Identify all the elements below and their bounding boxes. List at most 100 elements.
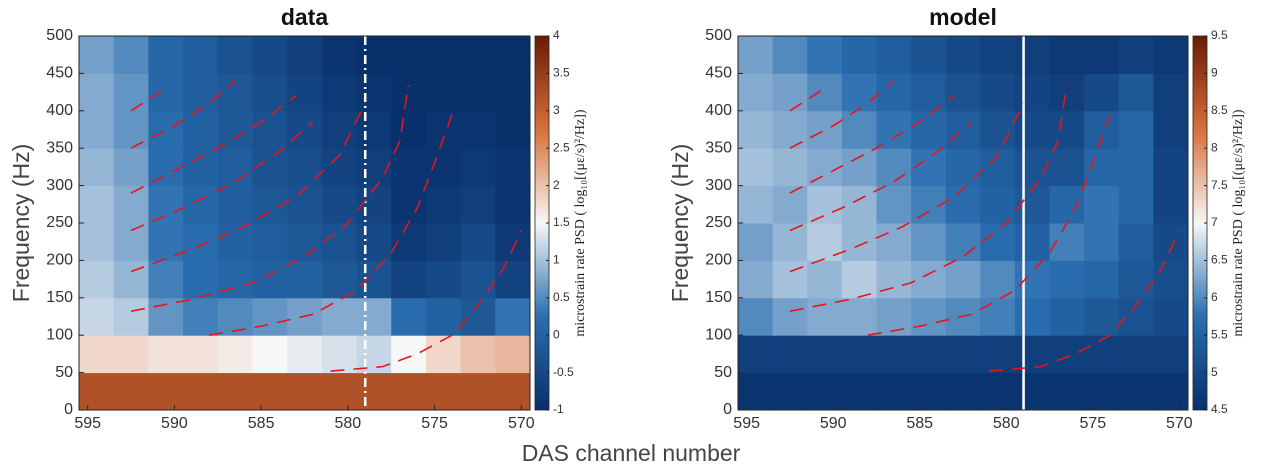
heatmap-cell xyxy=(1084,260,1120,299)
heatmap-cell xyxy=(460,148,496,187)
colorbar-tick-label: 9 xyxy=(1211,66,1218,80)
mode-curve xyxy=(789,102,1025,273)
heatmap-cell xyxy=(1084,148,1120,187)
heatmap-cell xyxy=(1153,148,1189,187)
heatmap-cell xyxy=(79,260,115,299)
heatmap-cell xyxy=(495,372,531,411)
heatmap-cell xyxy=(980,335,1016,374)
heatmap-cell xyxy=(1014,148,1051,187)
heatmap-cell xyxy=(1118,335,1154,374)
heatmap-cell xyxy=(1049,185,1085,224)
heatmap-cell xyxy=(356,372,392,411)
heatmap-cell xyxy=(321,260,358,299)
heatmap-cell xyxy=(841,148,877,187)
heatmap-cell xyxy=(807,36,843,74)
heatmap-cell xyxy=(495,73,531,112)
heatmap-cell xyxy=(183,223,219,261)
heatmap-cell xyxy=(1153,297,1189,336)
heatmap-cell xyxy=(425,297,462,336)
colorbar-tick-label: -0.5 xyxy=(553,365,574,379)
heatmap-cell xyxy=(876,73,912,112)
heatmap-cell xyxy=(79,73,115,112)
heatmap-cell xyxy=(1084,335,1120,374)
y-tick-label: 0 xyxy=(64,401,73,418)
mode-curve xyxy=(789,95,955,194)
y-tick-label: 200 xyxy=(46,252,73,269)
heatmap-cell xyxy=(183,148,219,187)
heatmap-cell xyxy=(807,73,843,112)
heatmap-cell xyxy=(356,36,392,74)
heatmap-cell xyxy=(1049,297,1085,336)
heatmap-cell xyxy=(807,297,843,336)
heatmap-cell xyxy=(460,73,496,112)
heatmap-cell xyxy=(495,335,531,374)
heatmap-cell xyxy=(807,223,843,261)
heatmap-cell xyxy=(460,335,496,374)
colorbar-tick-label: 8 xyxy=(1211,140,1218,154)
heatmap-cell xyxy=(79,223,115,261)
y-tick-label: 200 xyxy=(705,252,732,269)
heatmap-cell xyxy=(807,110,843,149)
heatmap-cell xyxy=(772,73,808,112)
y-tick-label: 500 xyxy=(46,27,73,44)
colorbar-tick-label: 2.5 xyxy=(553,140,570,154)
heatmap-cell xyxy=(1084,297,1120,336)
heatmap-cell xyxy=(945,185,981,224)
heatmap-cell xyxy=(911,297,947,336)
heatmap-cell xyxy=(356,297,392,336)
heatmap-cell xyxy=(460,110,496,149)
heatmap-cell xyxy=(391,297,427,336)
heatmap-cell xyxy=(911,335,947,374)
y-tick-label: 100 xyxy=(705,326,732,343)
mode-curve xyxy=(130,80,236,149)
heatmap-cell xyxy=(287,110,323,149)
colorbar-tick-label: 0 xyxy=(553,327,560,341)
heatmap-cell xyxy=(772,148,808,187)
heatmap-cell xyxy=(911,148,947,187)
heatmap-cell xyxy=(148,372,184,411)
heatmap-cell xyxy=(287,372,323,411)
heatmap-cell xyxy=(841,297,877,336)
heatmap-cell xyxy=(1118,148,1154,187)
heatmap-cell xyxy=(1014,36,1051,74)
x-axis-label: DAS channel number xyxy=(522,440,741,466)
heatmap-cell xyxy=(183,260,219,299)
heatmap-cell xyxy=(1118,36,1154,74)
heatmap-cell xyxy=(1118,185,1154,224)
heatmap-cell xyxy=(841,36,877,74)
heatmap-cell xyxy=(425,372,462,411)
heatmap-cell xyxy=(183,36,219,74)
heatmap-cell xyxy=(252,148,288,187)
heatmap-cell xyxy=(980,73,1016,112)
heatmap-cell xyxy=(807,372,843,411)
heatmap-cell xyxy=(980,36,1016,74)
heatmap-cell xyxy=(772,260,808,299)
heatmap-cell xyxy=(148,148,184,187)
heatmap-cell xyxy=(1049,110,1085,149)
heatmap-cell xyxy=(495,36,531,74)
heatmap-cell xyxy=(356,260,392,299)
heatmap-cell xyxy=(321,185,358,224)
heatmap-cell xyxy=(945,148,981,187)
colorbar-tick-label: 9.5 xyxy=(1211,28,1228,42)
heatmap-cell xyxy=(460,185,496,224)
y-tick-label: 500 xyxy=(705,27,732,44)
heatmap-cell xyxy=(876,110,912,149)
heatmap-cell xyxy=(980,223,1016,261)
heatmap-cell xyxy=(79,110,115,149)
heatmap-cell xyxy=(495,110,531,149)
heatmap-cell xyxy=(252,223,288,261)
heatmap-cell xyxy=(321,372,358,411)
heatmap-cell xyxy=(1049,36,1085,74)
y-tick-label: 250 xyxy=(705,214,732,231)
colorbar-tick-label: 0.5 xyxy=(553,290,570,304)
heatmap-cell xyxy=(1049,148,1085,187)
heatmap-cell xyxy=(113,297,149,336)
heatmap-cell xyxy=(217,185,253,224)
heatmap-cell xyxy=(1153,110,1189,149)
heatmap-cell xyxy=(391,148,427,187)
mode-curve xyxy=(130,102,366,273)
heatmap-cell xyxy=(1153,372,1189,411)
heatmap-cell xyxy=(1153,260,1189,299)
heatmap-cell xyxy=(391,73,427,112)
